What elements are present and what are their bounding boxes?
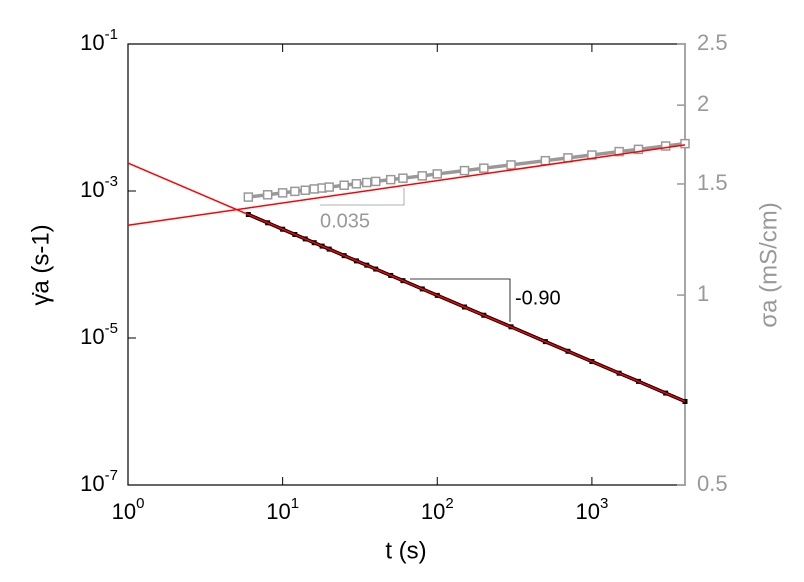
marker (479, 163, 489, 173)
marker (680, 138, 690, 149)
marker (614, 146, 624, 157)
annotation: 0.035 (320, 210, 370, 232)
marker (660, 141, 671, 151)
marker (243, 192, 254, 202)
marker (417, 171, 428, 181)
marker (385, 174, 396, 185)
marker (300, 185, 310, 196)
marker (370, 176, 381, 187)
marker (339, 180, 349, 191)
y-tick-label: 10-5 (80, 320, 118, 349)
y2-axis-label: σa (mS/cm) (755, 202, 782, 327)
y2-tick-label: 1.5 (697, 170, 728, 195)
x-tick-label: 101 (266, 495, 299, 524)
y2-tick-label: 2.5 (697, 30, 728, 55)
annotation: -0.90 (515, 287, 561, 309)
marker (290, 186, 300, 197)
x-tick-label: 100 (112, 495, 145, 524)
marker (324, 182, 334, 192)
y-axis-label: γ̇a (s-1) (27, 224, 54, 305)
marker (459, 165, 470, 176)
x-tick-label: 102 (421, 495, 454, 524)
marker (633, 144, 644, 155)
y-tick-label: 10-3 (80, 173, 118, 202)
plot-frame (127, 43, 686, 486)
marker (309, 184, 319, 194)
marker (398, 173, 408, 183)
marker (351, 179, 362, 189)
x-tick-label: 103 (575, 495, 608, 524)
y2-tick-label: 2 (697, 91, 709, 116)
marker (362, 177, 372, 188)
x-axis-label: t (s) (385, 537, 426, 564)
slope-triangle (320, 188, 405, 206)
marker (506, 160, 516, 170)
fit-line (127, 144, 686, 227)
fit-line (127, 162, 686, 403)
y2-tick-label: 1 (697, 281, 709, 306)
y-tick-label: 10-1 (80, 26, 118, 55)
y2-tick-label: 0.5 (697, 471, 728, 496)
marker (540, 155, 551, 166)
slope-triangle (410, 278, 511, 322)
marker (432, 169, 443, 179)
marker (277, 188, 288, 198)
y-tick-label: 10-7 (80, 467, 118, 496)
marker (262, 190, 273, 200)
